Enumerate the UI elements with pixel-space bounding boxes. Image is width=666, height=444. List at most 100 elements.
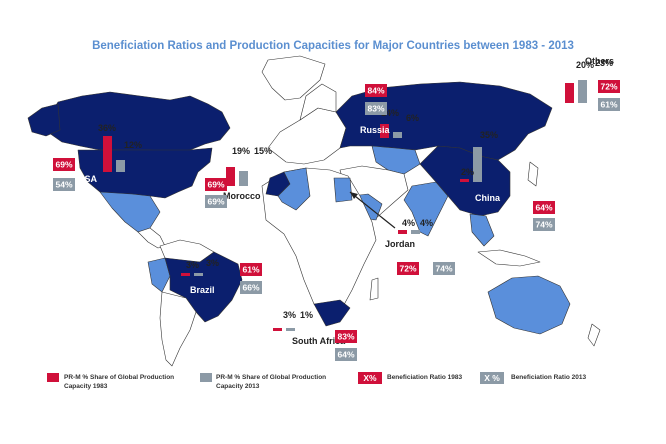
- legend-ratio-2013-box-label: X %: [484, 373, 500, 383]
- jordan-pointer-head: [350, 192, 358, 199]
- russia-ratio-1983-box: [365, 84, 387, 97]
- legend-share-1983-label-1: PR-M % Share of Global Production: [64, 374, 174, 381]
- south-africa-ratio-1983-label: 83%: [337, 332, 354, 342]
- morocco-ratio-1983-label: 69%: [207, 180, 224, 190]
- usa-share-1983-label: 36%: [98, 123, 116, 133]
- usa-ratio-1983-label: 69%: [55, 160, 72, 170]
- japan: [527, 161, 539, 187]
- morocco-country-label: Morocco: [223, 191, 261, 201]
- china-share-2013-label: 35%: [480, 130, 498, 140]
- south-africa: [313, 299, 351, 327]
- page-title: Beneficiation Ratios and Production Capa…: [92, 40, 574, 52]
- indonesia: [477, 249, 541, 267]
- russia-ratio-1983-label: 84%: [367, 86, 384, 96]
- south-africa-ratio-2013-label: 64%: [337, 350, 354, 360]
- argentina-chile: [159, 291, 197, 367]
- russia-share-1983-label: 14%: [381, 108, 399, 118]
- southeast-asia: [469, 213, 495, 247]
- south-africa-country-label: South Africa: [292, 336, 346, 346]
- brazil-ratio-1983-label: 61%: [242, 265, 259, 275]
- brazil: [164, 251, 243, 323]
- algeria: [277, 167, 311, 211]
- jordan-ratio-2013-box: [433, 262, 455, 275]
- others-ratio-2013-label: 61%: [600, 100, 617, 110]
- jordan-share-1983-label: 4%: [402, 218, 415, 228]
- morocco-share-2013-label: 15%: [254, 146, 272, 156]
- others-ratio-1983-box: [598, 80, 620, 93]
- alaska: [27, 103, 61, 137]
- china-ratio-2013-box: [533, 218, 555, 231]
- usa-country-label: USA: [78, 174, 98, 184]
- legend-ratio-1983-box: [358, 372, 382, 384]
- egypt: [333, 177, 353, 203]
- others-share-2013-label: 23%: [595, 58, 613, 68]
- jordan-ratio-1983-label: 72%: [399, 264, 416, 274]
- russia-ratio-2013-label: 83%: [367, 104, 384, 114]
- jordan-share-2013-label: 4%: [420, 218, 433, 228]
- china-ratio-1983-box: [533, 201, 555, 214]
- usa-ratio-2013-box: [53, 178, 75, 191]
- jordan-ratio-1983-box: [397, 262, 419, 275]
- others-ratio-1983-label: 72%: [600, 82, 617, 92]
- brazil-country-label: Brazil: [190, 285, 215, 295]
- usa-share-2013-bar: [116, 160, 125, 172]
- russia-share-2013-bar: [393, 132, 402, 138]
- china-country-label: China: [475, 193, 501, 203]
- usa: [77, 147, 213, 199]
- legend-share-1983-label-2: Capacity 1983: [64, 383, 108, 390]
- china-share-1983-bar: [460, 179, 469, 182]
- russia-share-1983-bar: [380, 124, 389, 138]
- others-share-1983-bar: [565, 83, 574, 103]
- others-share-1983-label: 20%: [576, 60, 594, 70]
- jordan-ratio-2013-label: 74%: [435, 264, 452, 274]
- others-share-2013-bar: [578, 80, 587, 103]
- kazakhstan: [371, 145, 421, 175]
- europe: [267, 107, 347, 165]
- morocco-share-2013-bar: [239, 171, 248, 186]
- brazil-share-2013-label: 3%: [206, 258, 219, 268]
- australia: [487, 275, 571, 335]
- china-ratio-1983-label: 64%: [535, 203, 552, 213]
- brazil-ratio-1983-box: [240, 263, 262, 276]
- russia-ratio-2013-box: [365, 102, 387, 115]
- greenland: [261, 55, 326, 101]
- morocco-ratio-2013-label: 69%: [207, 197, 224, 207]
- morocco-ratio-2013-box: [205, 195, 227, 208]
- mexico: [99, 191, 161, 233]
- usa-ratio-1983-box: [53, 158, 75, 171]
- south-africa-share-2013-bar: [286, 328, 295, 331]
- legend-ratio-2013-box: [480, 372, 504, 384]
- jordan-country-label: Jordan: [385, 239, 415, 249]
- legend-share-2013-label-2: Capacity 2013: [216, 383, 260, 390]
- new-zealand: [587, 323, 601, 347]
- south-africa-share-2013-label: 1%: [300, 310, 313, 320]
- others-country-label: Others: [585, 56, 614, 66]
- legend-ratio-2013-label: Beneficiation Ratio 2013: [511, 374, 587, 381]
- usa-share-1983-bar: [103, 136, 112, 172]
- usa-ratio-2013-label: 54%: [55, 180, 72, 190]
- china-share-2013-bar: [473, 147, 482, 182]
- legend-share-2013-label-1: PR-M % Share of Global Production: [216, 374, 326, 381]
- china-ratio-2013-label: 74%: [535, 220, 552, 230]
- central-america: [137, 227, 166, 249]
- morocco-share-1983-bar: [226, 167, 235, 186]
- brazil-ratio-2013-label: 66%: [242, 283, 259, 293]
- brazil-share-1983-label: 3%: [186, 260, 199, 270]
- legend-share-1983-swatch: [47, 373, 59, 382]
- scandinavia: [299, 83, 337, 121]
- brazil-share-1983-bar: [181, 273, 190, 276]
- morocco-ratio-1983-box: [205, 178, 227, 191]
- south-africa-ratio-1983-box: [335, 330, 357, 343]
- jordan-share-2013-bar: [411, 230, 420, 234]
- south-america-west: [147, 257, 171, 293]
- south-africa-share-1983-bar: [273, 328, 282, 331]
- legend-ratio-1983-label: Beneficiation Ratio 1983: [387, 374, 463, 381]
- south-africa-ratio-2013-box: [335, 348, 357, 361]
- china-share-1983-label: 2%: [461, 167, 474, 177]
- jordan-share-1983-bar: [398, 230, 407, 234]
- south-africa-share-1983-label: 3%: [283, 310, 296, 320]
- legend-ratio-1983-box-label: X%: [363, 373, 377, 383]
- russia: [335, 81, 553, 161]
